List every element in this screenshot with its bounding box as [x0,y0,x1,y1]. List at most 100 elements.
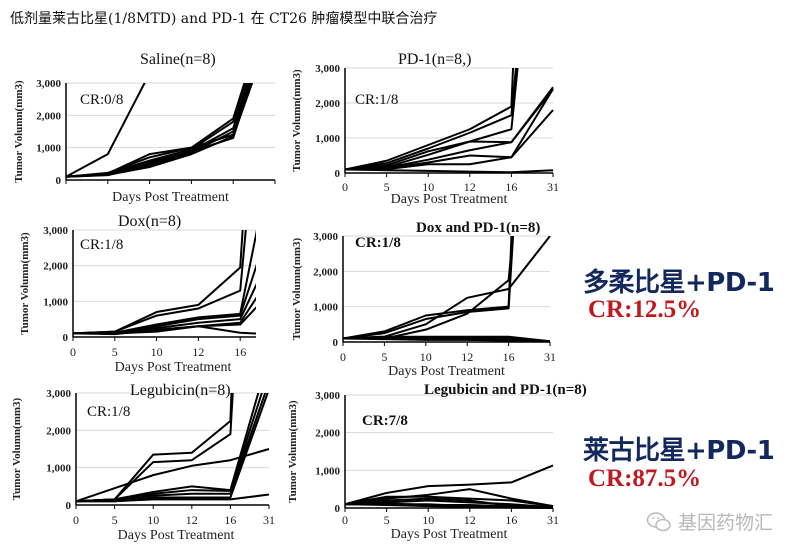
series-group [75,393,270,503]
cr-annotation: CR:1/8 [87,404,130,420]
y-tick-label: 1,000 [313,302,338,314]
dox-pd1-label: 多柔比星+PD-1 [583,268,775,298]
series-line-3 [344,68,519,171]
series-line-1 [344,68,515,171]
x-tick-label: 0 [342,513,348,527]
series-group [344,68,554,174]
y-tick-label: 2,000 [315,428,340,440]
y-tick-label: 0 [66,500,72,512]
y-axis-label: Tumor Volumn(mm3) [291,69,303,172]
legubicin-pd1-label: 莱古比星+PD-1 [583,436,775,466]
series-line-1 [342,236,513,340]
legubicin-pd1-cr: CR:87.5% [588,465,702,492]
x-tick-label: 12 [186,513,198,527]
x-tick-label: 5 [384,180,390,194]
series-line-7 [344,502,554,509]
x-tick-label: 10 [422,180,434,194]
x-tick-label: 12 [461,350,473,364]
series-line-8 [65,83,254,178]
x-axis-label: Days Post Treatment [118,528,235,543]
y-tick-label: 3,000 [36,78,61,90]
y-tick-label: 1,000 [315,465,340,477]
x-tick-label: 10 [151,345,163,359]
x-axis-label: Days Post Treatment [391,527,508,542]
y-tick-label: 2,000 [43,261,68,273]
y-tick-label: 3,000 [313,231,338,243]
series-group [342,236,551,343]
y-axis-label: Tumor Volumn(mm3) [13,80,25,183]
watermark-text: 基因药物汇 [678,512,774,534]
x-tick-label: 12 [464,180,476,194]
y-axis-label: Tumor Volumn(mm3) [287,400,299,503]
cr-annotation: CR:7/8 [362,413,408,429]
x-tick-label: 0 [342,180,348,194]
x-tick-label: 5 [112,513,118,527]
series-group [65,83,254,178]
x-axis-label: Days Post Treatment [391,192,508,207]
y-tick-label: 1,000 [46,463,71,475]
y-tick-label: 0 [56,175,62,187]
series-line-8 [76,493,270,503]
y-tick-label: 0 [335,503,341,515]
x-tick-label: 31 [263,513,275,527]
cr-annotation: CR:1/8 [355,235,401,251]
series-line-2 [342,236,515,340]
x-tick-label: 0 [70,345,76,359]
y-tick-label: 1,000 [43,296,68,308]
y-tick-label: 3,000 [315,390,340,402]
y-tick-label: 0 [333,337,339,349]
cr-annotation: CR:1/8 [80,237,123,253]
series-line-6 [75,393,267,503]
panel-title: Dox and PD-1(n=8) [416,220,540,236]
dox-pd1-cr: CR:12.5% [588,296,702,323]
series-line-2 [344,68,517,171]
cr-annotation: CR:0/8 [80,92,123,108]
y-tick-label: 2,000 [36,110,61,122]
x-tick-label: 16 [505,180,517,194]
y-tick-label: 0 [335,168,341,180]
series-line-3 [344,495,554,508]
watermark: 基因药物汇 [646,508,773,535]
x-tick-label: 31 [547,513,559,527]
cr-annotation: CR:1/8 [355,92,398,108]
panel-title: Legubicin and PD-1(n=8) [424,382,587,398]
x-tick-label: 0 [73,513,79,527]
y-tick-label: 2,000 [315,98,340,110]
panel-title: Legubicin(n=8) [130,382,231,399]
panel-title: Dox(n=8) [118,213,181,230]
panel-3: 0 1,000 2,000 3,000 0 5 10 12 16 31 Dox and PD-1(n… [291,220,556,379]
x-tick-label: 16 [503,350,515,364]
series-group [344,464,554,509]
panel-0: 0 1,000 2,000 3,000 Saline(n=8) CR:0/8 Days Po… [13,51,276,205]
series-line-1 [65,83,146,178]
x-tick-label: 10 [420,350,432,364]
x-tick-label: 12 [464,513,476,527]
panel-1: 0 1,000 2,000 3,000 0 5 10 12 16 31 PD-1(n=8,) CR:1… [291,51,559,207]
y-axis-label: Tumor Volumn(mm3) [291,237,303,340]
series-line-8 [72,325,256,335]
wechat-icon [646,511,671,531]
y-tick-label: 3,000 [43,225,68,237]
series-line-8 [344,168,554,174]
x-tick-label: 0 [340,350,346,364]
y-tick-label: 1,000 [36,143,61,155]
y-tick-label: 0 [63,332,69,344]
panel-title: Saline(n=8) [140,51,216,68]
x-tick-label: 16 [224,513,236,527]
x-tick-label: 16 [505,513,517,527]
x-axis-label: Days Post Treatment [115,360,232,375]
series-line-4 [75,393,260,503]
y-axis-label: Tumor Volumn(mm3) [19,232,31,335]
x-axis-label: Days Post Treatment [388,364,505,379]
y-tick-label: 3,000 [46,388,71,400]
panel-title: PD-1(n=8,) [398,51,471,68]
x-tick-label: 10 [147,513,159,527]
page-title: 低剂量莱古比星(1/8MTD) and PD-1 在 CT26 肿瘤模型中联合治… [10,11,438,27]
x-tick-label: 31 [547,180,559,194]
x-axis-label: Days Post Treatment [112,190,229,205]
y-tick-label: 1,000 [315,133,340,145]
y-axis-label: Tumor Volumn(mm3) [11,397,23,500]
series-line-8 [344,503,554,509]
x-tick-label: 5 [384,513,390,527]
